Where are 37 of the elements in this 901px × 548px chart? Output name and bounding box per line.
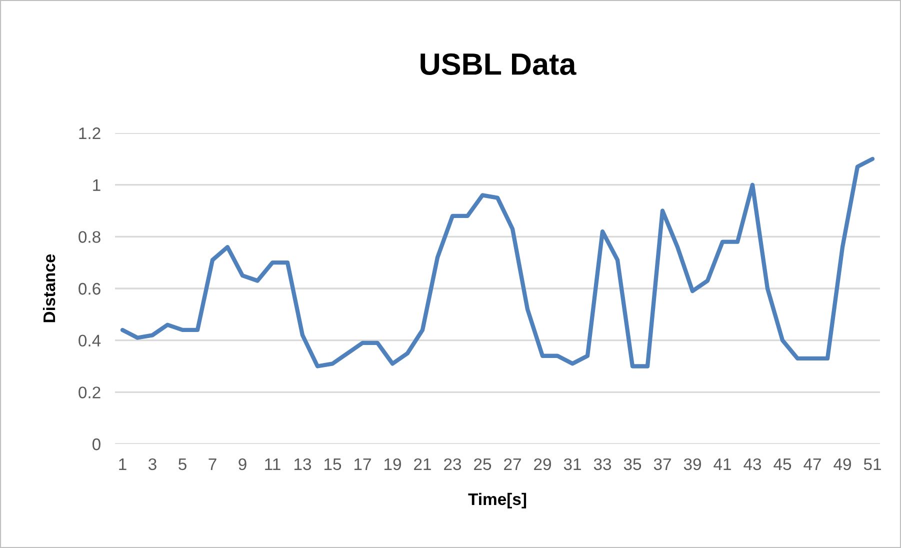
x-tick-label: 49: [834, 458, 851, 470]
x-tick-label: 3: [148, 458, 156, 470]
y-tick-label: 0.8: [78, 231, 100, 243]
chart-title: USBL Data: [420, 53, 576, 75]
x-tick-label: 11: [265, 458, 280, 470]
x-tick-label: 15: [324, 458, 342, 470]
x-tick-label: 37: [654, 458, 671, 470]
x-tick-label: 29: [534, 458, 551, 470]
x-tick-label: 39: [684, 458, 701, 470]
x-tick-label: 45: [774, 458, 792, 470]
y-tick-label: 0: [92, 438, 100, 450]
x-tick-label: 17: [354, 458, 371, 470]
x-tick-label: 43: [744, 458, 762, 470]
x-tick-label: 13: [294, 458, 312, 470]
x-tick-label: 9: [238, 458, 246, 470]
y-tick-label: 0.2: [78, 386, 100, 398]
x-tick-label: 23: [444, 458, 462, 470]
x-tick-label: 41: [714, 458, 731, 470]
y-axis-title: Distance: [42, 254, 56, 322]
x-tick-label: 51: [864, 458, 881, 470]
y-tick-label: 1: [93, 179, 100, 191]
y-tick-label: 1.2: [79, 127, 100, 140]
x-tick-label: 1: [119, 458, 126, 470]
line-series: [120, 156, 875, 368]
x-axis-title: Time[s]: [468, 492, 526, 508]
x-tick-label: 33: [594, 458, 612, 470]
y-tick-label: 0.4: [78, 334, 101, 347]
x-tick-label: 27: [504, 458, 521, 470]
x-tick-label: 35: [624, 458, 642, 470]
x-tick-label: 19: [384, 458, 401, 470]
x-tick-label: 21: [414, 458, 431, 470]
x-tick-label: 25: [474, 458, 492, 470]
x-tick-label: 7: [208, 458, 216, 470]
x-tick-label: 31: [564, 458, 581, 470]
x-tick-label: 47: [804, 458, 821, 470]
y-tick-label: 0.6: [78, 282, 100, 295]
x-tick-label: 5: [178, 458, 186, 470]
